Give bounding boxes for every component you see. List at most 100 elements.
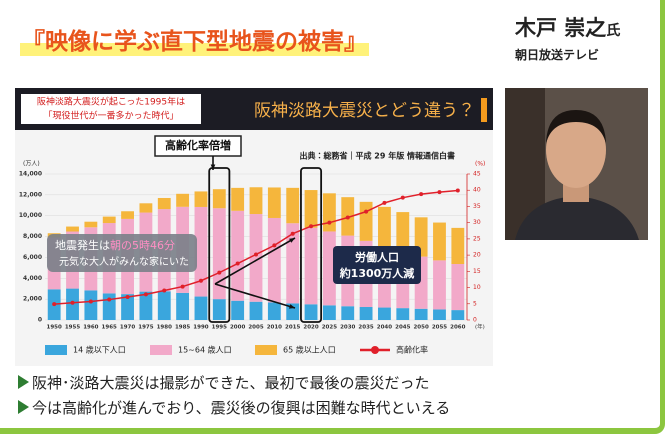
bar-segment — [451, 264, 464, 310]
x-tick-label: 2030 — [340, 325, 355, 331]
bar-segment — [213, 189, 226, 208]
line-point — [327, 221, 331, 225]
bar-segment — [139, 203, 152, 212]
chart: 阪神淡路大震災が起こった1995年は 「現役世代が一番多かった時代」 阪神淡路大… — [15, 88, 493, 366]
bar-segment — [250, 187, 263, 214]
bar-segment — [433, 309, 446, 320]
bar-segment — [213, 299, 226, 320]
line-point — [254, 252, 258, 256]
y2-tick-label: 5 — [473, 300, 477, 307]
bar-segment — [451, 228, 464, 264]
line-point — [162, 288, 166, 292]
bar-segment — [323, 305, 336, 320]
banner-note: 「現役世代が一番多かった時代」 — [43, 110, 178, 122]
x-unit: (年) — [475, 323, 485, 331]
bar-segment — [360, 307, 373, 320]
line-point — [437, 190, 441, 194]
bar-segment — [176, 194, 189, 207]
line-point — [456, 189, 460, 193]
slide: 『映像に学ぶ直下型地震の被害』 木戸 崇之氏 朝日放送テレビ 阪神淡路大震災が起… — [0, 0, 669, 438]
line-point — [89, 300, 93, 304]
line-point — [52, 302, 56, 306]
legend-label: 高齢化率 — [396, 345, 428, 355]
bar-segment — [360, 202, 373, 241]
bar-segment — [396, 308, 409, 320]
x-tick-label: 2035 — [358, 325, 373, 331]
y2-tick-label: 0 — [473, 317, 477, 324]
line-point — [419, 192, 423, 196]
bar-segment — [84, 222, 97, 228]
bar-segment — [195, 191, 208, 207]
x-tick-label: 2060 — [450, 325, 465, 331]
legend-swatch — [150, 345, 172, 355]
bar-segment — [176, 293, 189, 320]
x-tick-label: 1970 — [120, 325, 135, 331]
line-point — [401, 196, 405, 200]
y-tick-label: 10,000 — [19, 212, 42, 219]
y-tick-label: 12,000 — [19, 191, 42, 198]
bar-segment — [378, 207, 391, 247]
y-tick-label: 6,000 — [23, 254, 42, 261]
y2-unit: (%) — [475, 161, 485, 168]
bar-segment — [268, 302, 281, 320]
line-point — [309, 224, 313, 228]
bullet: 阪神･淡路大震災は撮影ができた、最初で最後の震災だった — [18, 372, 430, 393]
bar-segment — [305, 190, 318, 228]
affiliation: 朝日放送テレビ — [515, 46, 599, 63]
x-tick-label: 1995 — [212, 325, 227, 331]
bar-segment — [268, 218, 281, 303]
bar-segment — [433, 260, 446, 309]
x-tick-label: 1950 — [47, 325, 62, 331]
line-point — [126, 295, 130, 299]
accent — [481, 98, 487, 122]
bar-segment — [103, 293, 116, 320]
y2-tick-label: 15 — [473, 268, 481, 275]
banner-title: 阪神淡路大震災とどう違う？ — [254, 101, 475, 121]
x-tick-label: 2000 — [230, 325, 245, 331]
x-tick-label: 2010 — [267, 325, 282, 331]
x-tick-label: 1980 — [157, 325, 172, 331]
labor-note: 労働人口 — [355, 250, 399, 264]
line-point — [199, 279, 203, 283]
bar-segment — [66, 227, 79, 232]
bar-segment — [231, 188, 244, 211]
x-tick-label: 1975 — [138, 325, 153, 331]
bar-segment — [341, 306, 354, 320]
quake-note: 元気な大人がみんな家にいた — [59, 255, 189, 268]
y-tick-label: 14,000 — [19, 171, 42, 178]
x-tick-label: 1965 — [102, 325, 117, 331]
bar-segment — [305, 304, 318, 320]
y-unit: (万人) — [23, 161, 40, 168]
line-point — [382, 201, 386, 205]
legend-label: 15~64 歳人口 — [178, 345, 232, 355]
x-tick-label: 1990 — [193, 325, 208, 331]
y2-tick-label: 45 — [473, 171, 481, 178]
legend-swatch — [45, 345, 67, 355]
honorific: 氏 — [606, 23, 620, 39]
x-tick-label: 2015 — [285, 325, 300, 331]
bar-segment — [158, 198, 171, 209]
x-tick-label: 2055 — [432, 325, 447, 331]
y2-tick-label: 25 — [473, 235, 481, 242]
y2-tick-label: 10 — [473, 284, 481, 291]
quake-note-emph: 朝の5時46分 — [110, 239, 175, 252]
line-point — [71, 301, 75, 305]
line-point — [346, 215, 350, 219]
line-point — [144, 292, 148, 296]
bar-segment — [378, 308, 391, 320]
y-tick-label: 4,000 — [23, 275, 42, 282]
bar-segment — [286, 188, 299, 223]
bar-segment — [84, 290, 97, 320]
x-tick-label: 2020 — [303, 325, 318, 331]
y2-tick-label: 20 — [473, 252, 481, 259]
y2-tick-label: 40 — [473, 187, 481, 194]
bar-segment — [231, 301, 244, 320]
labor-note: 約1300万人減 — [339, 266, 415, 280]
y-tick-label: 8,000 — [23, 233, 42, 240]
bar-segment — [433, 223, 446, 261]
bar-segment — [323, 193, 336, 231]
x-tick-label: 2025 — [322, 325, 337, 331]
x-tick-label: 1955 — [65, 325, 80, 331]
source: 出典：総務省｜平成 29 年版 情報通信白書 — [300, 151, 456, 161]
x-tick-label: 1985 — [175, 325, 190, 331]
